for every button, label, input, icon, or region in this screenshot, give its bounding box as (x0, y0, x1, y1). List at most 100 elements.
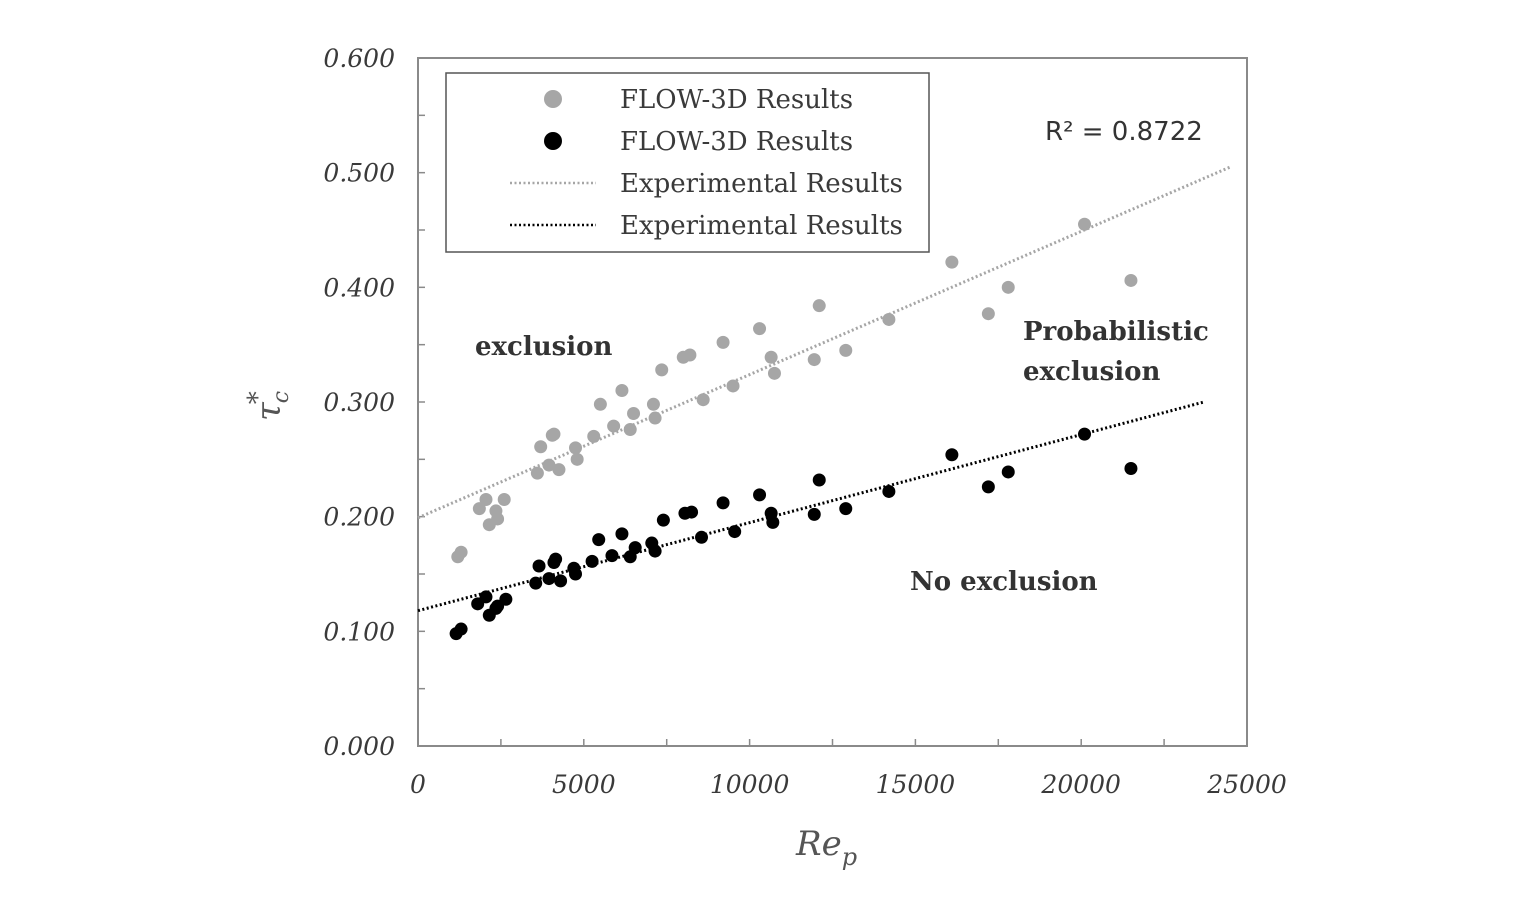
x-tick-labels: 0 5000 10000 15000 20000 25000 (410, 770, 1287, 799)
x-tick-label: 20000 (1040, 770, 1121, 799)
y-tick-label: 0.400 (323, 273, 395, 302)
data-point-gray (648, 411, 662, 425)
annotation-probabilistic: Probabilistic (1023, 317, 1209, 347)
data-point-gray (945, 255, 959, 269)
data-point-black (753, 488, 767, 502)
data-point-gray (753, 322, 767, 336)
data-point-gray (472, 502, 486, 516)
y-axis-label: τ*c (243, 391, 294, 421)
legend-label-4: Experimental Results (620, 211, 903, 241)
data-point-black (615, 527, 629, 541)
data-point-black (592, 533, 606, 547)
svg-text:τ*c: τ*c (243, 391, 294, 421)
x-axis-label: Rep (795, 824, 857, 871)
data-point-black (656, 513, 670, 527)
data-point-black (605, 549, 619, 563)
data-point-gray (655, 363, 669, 377)
y-tick-label: 0.200 (323, 503, 395, 532)
data-point-black (812, 473, 826, 487)
data-point-gray (716, 335, 730, 349)
x-tick-label: 25000 (1206, 770, 1287, 799)
data-point-gray (547, 427, 561, 441)
data-point-gray (491, 512, 505, 526)
data-point-gray (607, 419, 621, 433)
y-tick-labels: 0.000 0.100 0.200 0.300 0.400 0.500 0.600 (323, 44, 395, 761)
data-point-gray (981, 307, 995, 321)
legend-label-3: Experimental Results (620, 169, 903, 199)
data-point-gray (530, 466, 544, 480)
y-tick-label: 0.000 (323, 732, 395, 761)
data-point-black (499, 592, 513, 606)
data-point-black (479, 590, 493, 604)
y-tick-label: 0.600 (323, 44, 395, 73)
y-tick-label: 0.100 (323, 617, 395, 646)
legend: FLOW-3D Results FLOW-3D Results Experime… (445, 72, 930, 253)
legend-label-2: FLOW-3D Results (620, 127, 853, 157)
legend-marker-black (544, 132, 562, 150)
legend-label-1: FLOW-3D Results (620, 85, 853, 115)
data-point-black (1001, 465, 1015, 479)
x-tick-label: 10000 (710, 770, 790, 799)
data-point-black (569, 567, 583, 581)
data-point-gray (593, 397, 607, 411)
data-point-gray (646, 397, 660, 411)
data-point-gray (542, 458, 556, 472)
data-point-black (716, 496, 730, 510)
data-point-gray (1078, 217, 1092, 231)
data-point-black (1078, 427, 1092, 441)
y-tick-label: 0.500 (323, 159, 395, 188)
data-point-gray (839, 343, 853, 357)
data-point-black (585, 554, 599, 568)
data-point-gray (807, 353, 821, 367)
y-minor-ticks (418, 114, 425, 690)
annotation-no-exclusion: No exclusion (910, 567, 1098, 597)
data-point-gray (696, 393, 710, 407)
legend-box (445, 72, 930, 253)
data-point-black (695, 530, 709, 544)
r-squared-label: R² = 0.8722 (1045, 117, 1203, 147)
data-point-gray (615, 384, 629, 398)
data-point-gray (1124, 273, 1138, 287)
data-point-gray (569, 441, 583, 455)
data-point-black (882, 484, 896, 498)
data-point-gray (454, 545, 468, 559)
data-point-gray (726, 379, 740, 393)
data-point-black (549, 552, 563, 566)
data-point-black (1124, 462, 1138, 476)
data-point-black (728, 525, 742, 539)
data-point-black (766, 515, 780, 529)
data-point-gray (767, 366, 781, 380)
data-point-black (945, 448, 959, 462)
x-tick-label: 15000 (876, 770, 956, 799)
data-point-black (839, 502, 853, 516)
data-point-black (685, 505, 699, 519)
data-point-gray (1001, 280, 1015, 294)
x-tick-label: 0 (410, 770, 426, 799)
data-point-gray (764, 350, 778, 364)
data-point-gray (479, 492, 493, 506)
data-point-gray (882, 312, 896, 326)
y-tick-label: 0.300 (323, 388, 395, 417)
data-point-gray (534, 440, 548, 454)
data-point-gray (623, 423, 637, 437)
data-point-gray (627, 406, 641, 420)
data-point-black (529, 576, 543, 590)
annotation-probabilistic-exclusion: exclusion (1023, 357, 1161, 387)
data-point-gray (497, 492, 511, 506)
x-tick-label: 5000 (552, 770, 616, 799)
data-point-black (454, 622, 468, 636)
data-point-black (542, 572, 556, 586)
annotation-exclusion: exclusion (475, 332, 613, 362)
data-point-black (628, 541, 642, 555)
data-points (449, 217, 1138, 641)
data-point-black (648, 544, 662, 558)
data-point-gray (587, 429, 601, 443)
x-minor-ticks (500, 739, 1165, 746)
data-point-black (981, 480, 995, 494)
legend-marker-gray (544, 90, 562, 108)
data-point-gray (812, 299, 826, 313)
data-point-black (807, 507, 821, 521)
data-point-black (554, 574, 568, 588)
data-point-black (532, 559, 546, 573)
